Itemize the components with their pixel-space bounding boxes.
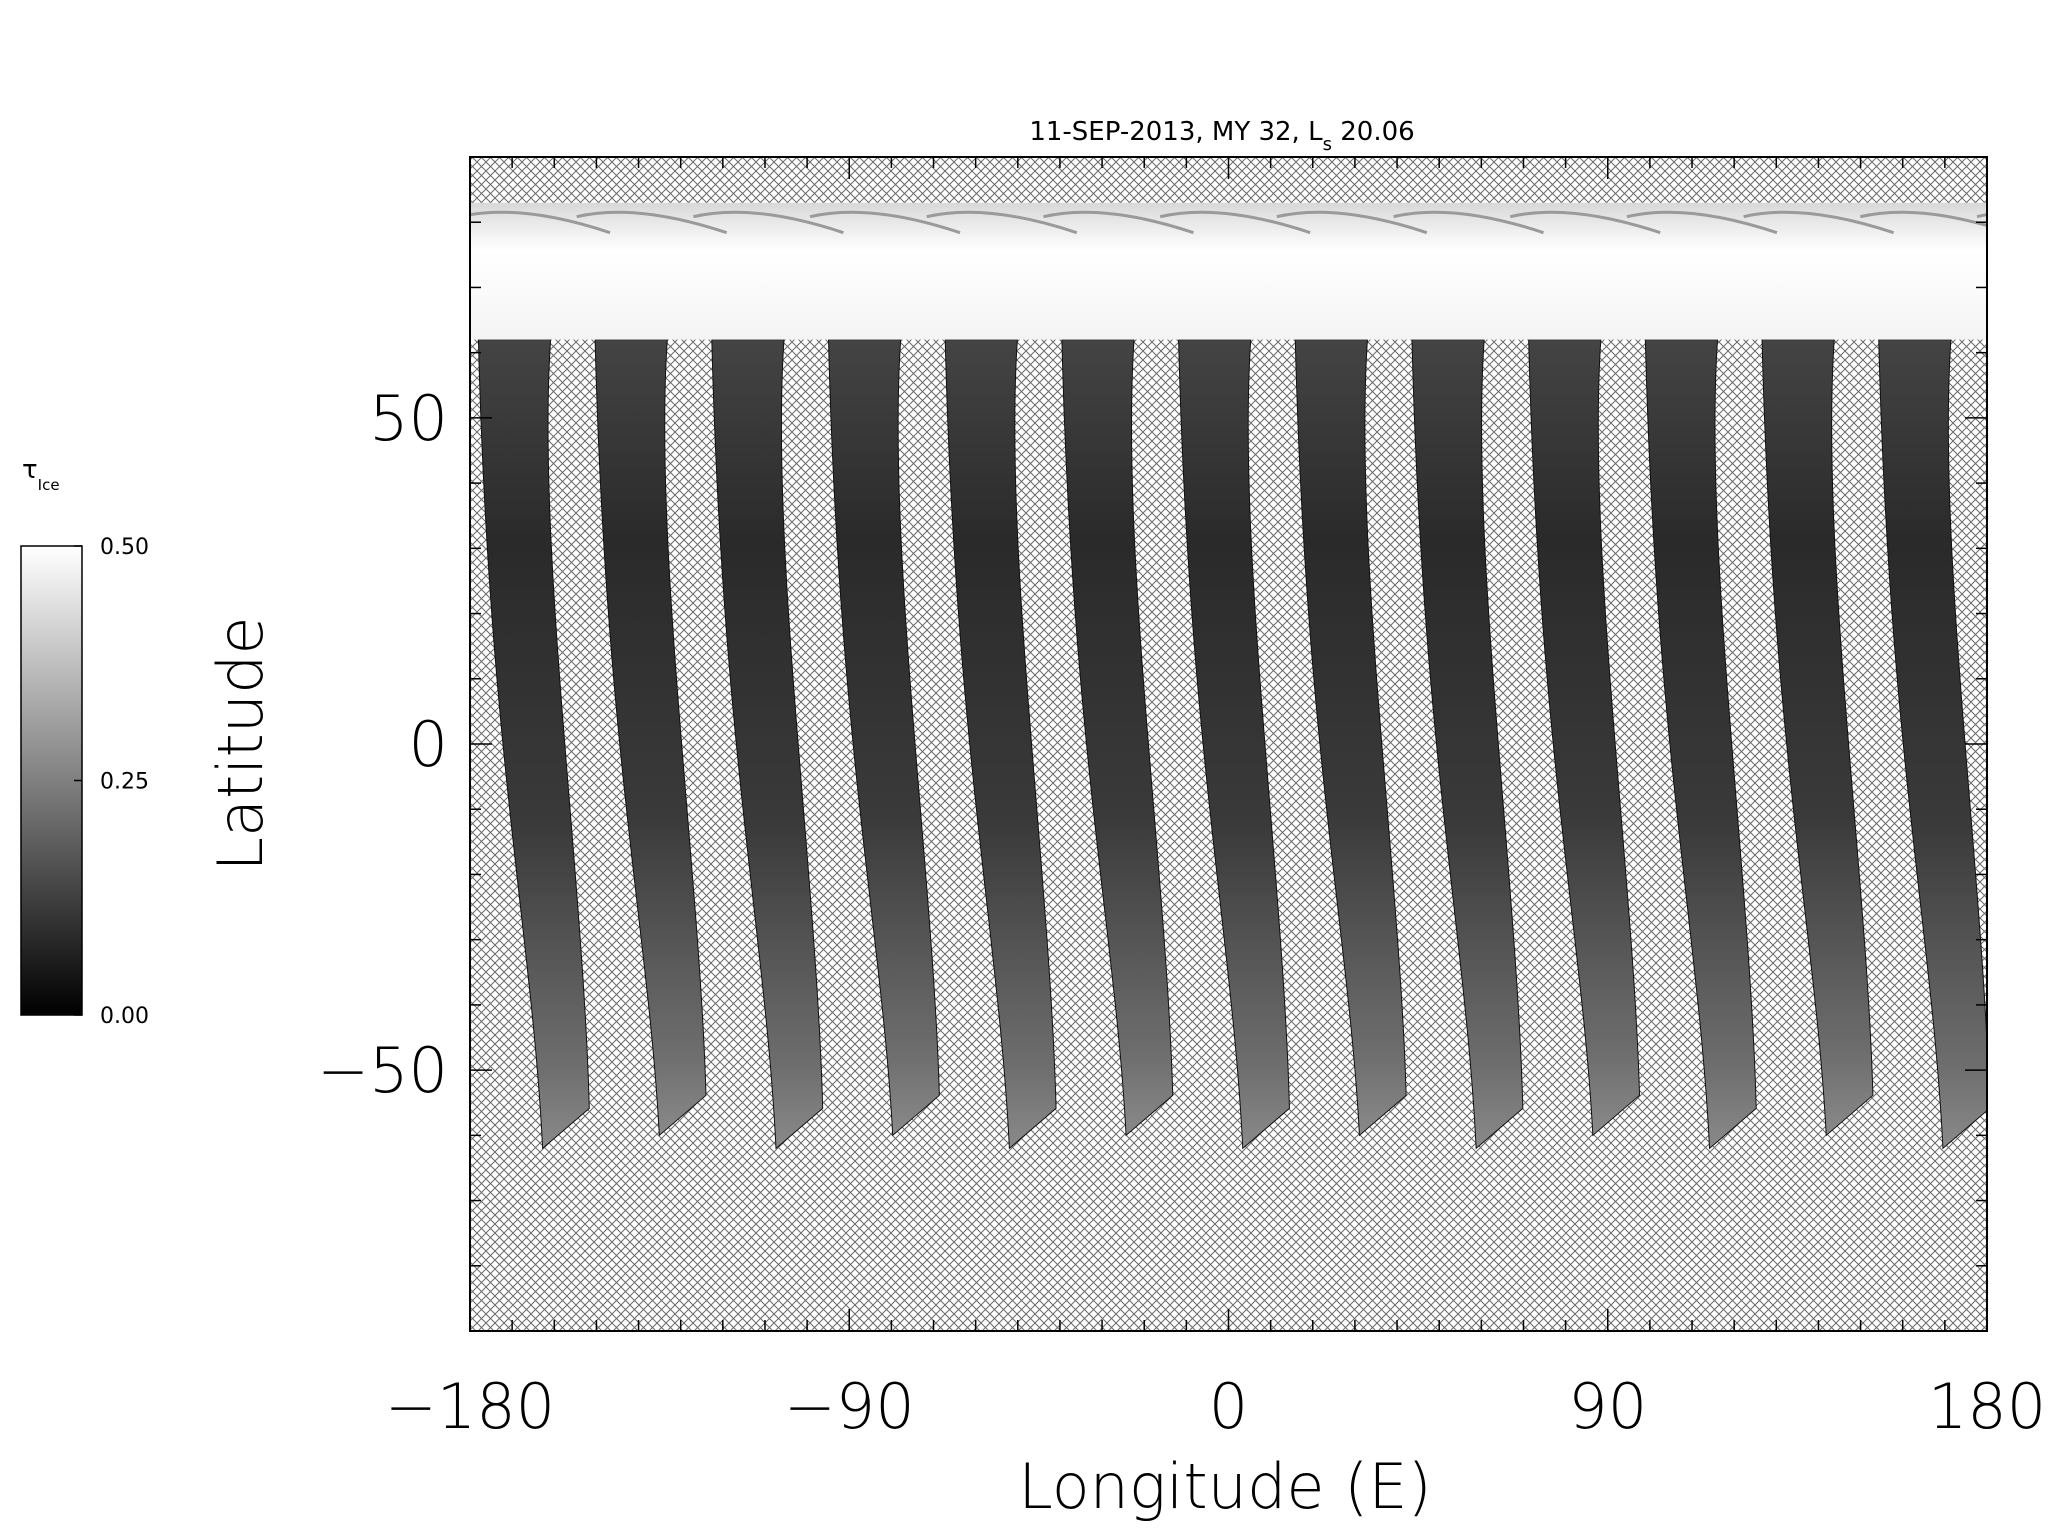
data-swath [1644,339,1757,1150]
y-axis-label: Latitude [204,616,277,871]
y-tick-label: −50 [317,1034,448,1107]
colorbar-tick-label: 0.25 [100,770,149,795]
colorbar-label: τIce [22,455,60,494]
data-swath [1411,339,1524,1150]
x-tick-label: 90 [1568,1370,1647,1443]
orbit-edge-arc [576,210,728,235]
colorbar-ticks: 0.00 0.25 0.50 [74,535,149,1029]
chart-title: 11-SEP-2013, MY 32, Ls 20.06 [1029,117,1414,155]
orbit-edge-arc [470,210,611,235]
orbit-edge-arc [1626,210,1778,235]
colorbar-tick-label: 0.00 [100,1004,149,1029]
orbit-edge-arc [1159,210,1311,235]
x-axis-label: Longitude (E) [1018,1450,1431,1523]
x-tick-labels: −180 −90 0 90 180 [385,1370,2046,1443]
y-tick-label: 0 [409,708,448,781]
orbit-edge-arc [1509,210,1661,235]
orbit-edge-arc [1393,210,1545,235]
y-tick-label: 50 [369,382,448,455]
data-swath [1528,339,1641,1137]
x-tick-label: 180 [1928,1370,2046,1443]
x-tick-label: −180 [385,1370,555,1443]
data-swath [1294,339,1407,1137]
data-swath [827,339,940,1137]
data-swath [1761,339,1874,1137]
data-swath [477,339,590,1150]
orbit-edge-arc [1743,210,1895,235]
axis-ticks [469,156,1988,1332]
orbit-edge-arc [693,210,844,235]
orbit-edge-arc [1859,210,1987,228]
colorbar-gradient [20,545,83,1016]
x-tick-label: −90 [784,1370,915,1443]
colorbar: τIce 0.00 0.25 0.50 [20,455,149,1029]
y-tick-labels: −50 0 50 [317,382,448,1107]
data-swath [1061,339,1174,1137]
orbit-edge-arc [809,210,961,235]
data-swath [944,339,1057,1150]
data-swath [711,339,824,1150]
colorbar-tick-label: 0.50 [100,535,149,560]
data-swath [1178,339,1290,1150]
orbit-edge-arc [926,210,1078,235]
data-swath [1878,339,1987,1150]
orbit-edge-arc [1043,210,1194,235]
data-swath [594,339,707,1137]
polar-cap-band [470,202,1987,340]
x-tick-label: 0 [1209,1370,1248,1443]
orbit-edge-arc [1276,210,1428,235]
